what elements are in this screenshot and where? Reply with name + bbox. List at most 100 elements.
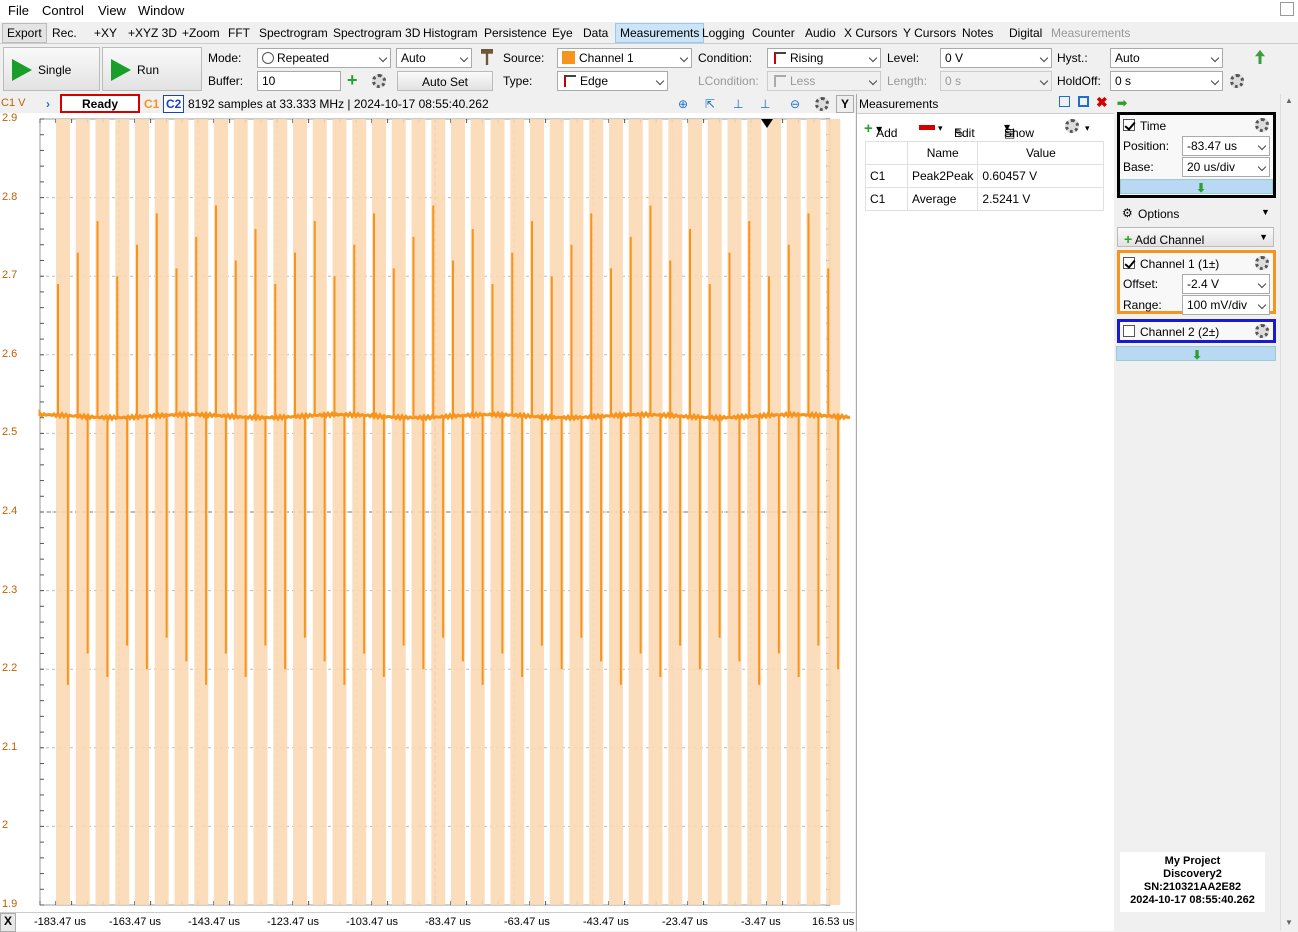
menu-view[interactable]: View: [98, 3, 126, 18]
channel-1-checkbox[interactable]: [1123, 257, 1135, 269]
tab-histogram[interactable]: Histogram: [423, 26, 478, 40]
time-expand-button[interactable]: ⬇: [1120, 179, 1273, 195]
chevron-right-icon[interactable]: ›: [46, 97, 50, 111]
buffer-input[interactable]: 10: [257, 71, 341, 91]
arrow-up-icon[interactable]: [1255, 50, 1265, 64]
add-icon[interactable]: +: [347, 70, 358, 90]
tab-export[interactable]: Export: [2, 23, 47, 43]
remove-measurement-icon[interactable]: [919, 125, 935, 130]
persistence-envelope: [510, 119, 525, 905]
persistence-envelope: [194, 119, 209, 905]
tab-measurements[interactable]: Measurements: [615, 23, 705, 43]
tab-eye[interactable]: Eye: [552, 26, 573, 40]
tab-counter[interactable]: Counter: [752, 26, 795, 40]
hyst-select[interactable]: Auto: [1110, 48, 1223, 68]
mode-label: Mode:: [208, 51, 242, 65]
zoom-out-icon[interactable]: ⊖: [790, 97, 801, 111]
add-measurement-button[interactable]: + Add ▾: [864, 120, 898, 140]
undock-icon[interactable]: [1059, 96, 1070, 107]
tab-persistence[interactable]: Persistence: [484, 26, 547, 40]
run-button[interactable]: Run: [102, 47, 202, 91]
time-checkbox[interactable]: [1123, 119, 1135, 131]
menu-file[interactable]: File: [8, 3, 29, 18]
menu-control[interactable]: Control: [42, 3, 84, 18]
tab-rec[interactable]: Rec.: [52, 26, 77, 40]
scroll-down-icon[interactable]: ▼: [1285, 918, 1293, 927]
persistence-envelope: [95, 119, 110, 905]
tab-logging[interactable]: Logging: [702, 26, 745, 40]
channel-2-checkbox[interactable]: [1123, 325, 1135, 337]
zoom-reset-icon[interactable]: ⇱: [705, 97, 716, 111]
persistence-envelope: [767, 119, 781, 905]
table-row[interactable]: C1 Average 2.5241 V: [865, 187, 1105, 211]
tab-spectrogram-3d[interactable]: Spectrogram 3D: [333, 26, 421, 40]
persistence-envelope: [75, 119, 90, 905]
remove-dropdown-icon[interactable]: ▾: [938, 123, 943, 133]
tab-xyz3d[interactable]: +XYZ 3D: [128, 26, 178, 40]
hammer-icon[interactable]: [481, 49, 493, 65]
tab-data[interactable]: Data: [583, 26, 609, 40]
tab-audio[interactable]: Audio: [805, 26, 836, 40]
gear-icon[interactable]: [1255, 118, 1269, 132]
add-channel-button[interactable]: + Add Channel ▼: [1117, 227, 1274, 247]
scale-y-icon[interactable]: ⊥: [760, 97, 771, 111]
persistence-envelope: [233, 119, 248, 905]
gear-icon[interactable]: [1255, 324, 1269, 338]
single-button[interactable]: Single: [3, 47, 100, 91]
scale-x-icon[interactable]: ⊥: [733, 97, 744, 111]
y-tick-label: 2.4: [2, 505, 18, 517]
tab-y-cursors[interactable]: Y Cursors: [903, 26, 957, 40]
range-select[interactable]: 100 mV/div: [1182, 295, 1270, 315]
y-tick-label: 2.5: [2, 426, 18, 439]
gear-icon[interactable]: [1255, 256, 1269, 270]
c1-toggle[interactable]: C1: [144, 97, 160, 111]
tab-digital[interactable]: Digital: [1009, 26, 1043, 40]
tab-zoom[interactable]: +Zoom: [182, 26, 220, 40]
gear-icon[interactable]: [815, 97, 829, 111]
source-select[interactable]: Channel 1: [557, 48, 692, 68]
tab-spectrogram[interactable]: Spectrogram: [259, 26, 328, 40]
tab-fft[interactable]: FFT: [228, 26, 250, 40]
gear-icon[interactable]: [1230, 74, 1244, 88]
oscilloscope-plot[interactable]: 2.9 2.8 2.7 2.6 2.5 2.4 2.3 2.2 2.1 2 1.9: [0, 112, 855, 913]
gear-icon[interactable]: [372, 74, 386, 88]
holdoff-input[interactable]: 0 s: [1110, 71, 1223, 91]
vertical-scrollbar[interactable]: ▲ ▼: [1280, 94, 1298, 931]
menu-window[interactable]: Window: [138, 3, 185, 18]
x-tick-label: -3.47 us: [741, 916, 781, 928]
holdoff-label: HoldOff:: [1057, 74, 1101, 88]
zoom-in-icon[interactable]: ⊕: [678, 97, 689, 111]
offset-input[interactable]: -2.4 V: [1182, 274, 1270, 294]
trigger-type-select[interactable]: Edge: [557, 71, 668, 91]
level-input[interactable]: 0 V: [940, 48, 1052, 68]
condition-select[interactable]: Rising: [767, 48, 881, 68]
base-select[interactable]: 20 us/div: [1182, 157, 1270, 177]
x-axis-button[interactable]: X: [0, 913, 16, 932]
tab-notes[interactable]: Notes: [962, 26, 994, 40]
maximize-icon[interactable]: [1280, 2, 1294, 16]
channels-expand-button[interactable]: ⬇: [1116, 346, 1276, 362]
tab-xy[interactable]: +XY: [94, 26, 118, 40]
waveform-canvas[interactable]: [0, 113, 855, 913]
scroll-up-icon[interactable]: ▲: [1285, 96, 1293, 105]
show-measurement-button[interactable]: ▤ Show ▾: [1004, 120, 1035, 140]
gear-icon[interactable]: [1065, 119, 1079, 133]
trigger-auto-select[interactable]: Auto: [396, 48, 472, 68]
auto-set-button[interactable]: Auto Set: [397, 71, 493, 91]
table-row[interactable]: C1 Peak2Peak 0.60457 V: [865, 164, 1105, 188]
buffer-label: Buffer:: [208, 74, 244, 88]
options-dropdown-icon[interactable]: ▼: [1261, 207, 1270, 217]
add-icon: +: [864, 120, 873, 137]
options-label[interactable]: Options: [1138, 207, 1180, 221]
mode-select[interactable]: Repeated: [257, 48, 391, 68]
arrow-right-icon[interactable]: ➡: [1117, 96, 1128, 110]
tab-x-cursors[interactable]: X Cursors: [844, 26, 898, 40]
menu-bar: File Control View Window: [0, 0, 1298, 22]
maximize-panel-icon[interactable]: [1078, 96, 1089, 107]
c2-toggle[interactable]: C2: [163, 95, 185, 113]
position-input[interactable]: -83.47 us: [1182, 136, 1270, 156]
close-icon[interactable]: ✖: [1096, 94, 1108, 110]
y-axis-button[interactable]: Y: [836, 95, 855, 113]
gear-dropdown-icon[interactable]: ▾: [1085, 123, 1090, 133]
row-name: Average: [906, 187, 979, 211]
